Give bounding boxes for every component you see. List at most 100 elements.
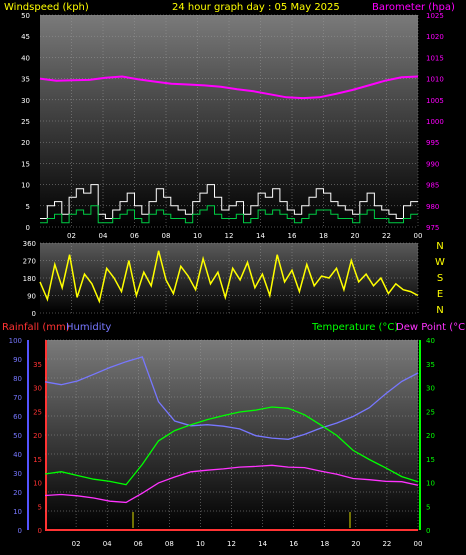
series-line-2	[39, 75, 419, 100]
direction-y-axis: 0 90 180 270 360	[23, 240, 36, 318]
wind-panel-grid	[40, 14, 419, 228]
x-tick-label: 00	[414, 232, 423, 240]
barometer-label: Barometer (hpa)	[372, 2, 455, 13]
humidity-tick-label: 10	[13, 508, 22, 516]
series-line-0	[40, 184, 418, 219]
y-tick-label: 25	[21, 118, 30, 126]
barometer-tick-label: 1005	[426, 97, 444, 105]
x-tick-label: 14	[258, 540, 267, 548]
x-tick-label: 16	[288, 232, 297, 240]
y-tick-label: 10	[21, 182, 30, 190]
temperature-label: Temperature (°C)	[311, 322, 398, 333]
temperature-tick-label: 15	[426, 456, 435, 464]
y-tick-label: 45	[21, 33, 30, 41]
barometer-tick-label: 1010	[426, 76, 444, 84]
y-tick-label: 0	[26, 224, 30, 232]
humidity-tick-label: 100	[9, 337, 22, 345]
direction-tick-label: 180	[23, 275, 36, 283]
temp-series	[44, 356, 419, 531]
windspeed-label: Windspeed (kph)	[4, 2, 89, 13]
rainfall-tick-label: 25	[33, 408, 42, 416]
temperature-tick-label: 20	[426, 432, 435, 440]
x-tick-label: 12	[225, 232, 234, 240]
series-line-0	[44, 356, 419, 440]
temperature-y-axis: 0 5 10 15 20 25 30 35 40	[426, 337, 435, 535]
temp-x-axis: 02 04 06 08 10 12 14 16 18 20 22 00	[72, 540, 423, 548]
x-tick-label: 14	[256, 232, 265, 240]
temperature-tick-label: 25	[426, 408, 435, 416]
x-tick-label: 00	[414, 540, 423, 548]
barometer-tick-label: 1000	[426, 118, 444, 126]
temperature-tick-label: 30	[426, 385, 435, 393]
rainfall-y-axis: 0 5 10 15 20 25 30 35	[33, 361, 42, 535]
barometer-tick-label: 1025	[426, 12, 444, 20]
humidity-tick-label: 80	[13, 375, 22, 383]
direction-tick-label: 0	[32, 310, 36, 318]
temperature-tick-label: 35	[426, 361, 435, 369]
x-tick-label: 02	[67, 232, 76, 240]
direction-panel-grid	[40, 242, 419, 314]
barometer-y-axis: 975 980 985 990 995 1000 1005 1010 1015 1020 1025	[426, 12, 444, 232]
x-tick-label: 10	[196, 540, 205, 548]
x-tick-label: 18	[319, 232, 328, 240]
rainfall-tick-label: 15	[33, 456, 42, 464]
compass-label: N	[436, 305, 443, 316]
direction-tick-label: 90	[27, 293, 36, 301]
temperature-tick-label: 0	[426, 527, 430, 535]
x-tick-label: 22	[382, 232, 391, 240]
y-tick-label: 50	[21, 12, 30, 20]
x-tick-label: 06	[134, 540, 143, 548]
rainfall-tick-label: 10	[33, 480, 42, 488]
y-tick-label: 20	[21, 139, 30, 147]
y-tick-label: 40	[21, 54, 30, 62]
humidity-tick-label: 30	[13, 470, 22, 478]
chart-title: 24 hour graph day : 05 May 2025	[172, 2, 340, 13]
rainfall-tick-label: 5	[38, 503, 42, 511]
x-tick-label: 10	[193, 232, 202, 240]
x-tick-label: 04	[99, 232, 108, 240]
direction-line-0	[39, 250, 419, 304]
x-tick-label: 18	[320, 540, 329, 548]
compass-label: S	[437, 273, 443, 284]
compass-label: E	[437, 289, 443, 300]
series-line-1	[44, 406, 419, 486]
x-tick-label: 04	[103, 540, 112, 548]
rainfall-tick-label: 0	[38, 527, 42, 535]
temperature-tick-label: 5	[426, 503, 430, 511]
x-tick-label: 20	[351, 232, 360, 240]
wind-y-axis: 0 5 10 15 20 25 30 35 40 45 50	[21, 12, 30, 232]
x-tick-label: 12	[227, 540, 236, 548]
humidity-label: Humidity	[66, 322, 111, 333]
humidity-y-axis: 0 10 20 30 40 50 60 70 80 90 100	[9, 337, 22, 535]
humidity-tick-label: 0	[18, 527, 22, 535]
rainfall-tick-label: 20	[33, 432, 42, 440]
humidity-tick-label: 50	[13, 432, 22, 440]
barometer-tick-label: 990	[426, 160, 439, 168]
x-tick-label: 08	[165, 540, 174, 548]
humidity-tick-label: 40	[13, 451, 22, 459]
rainfall-tick-label: 35	[33, 361, 42, 369]
x-tick-label: 02	[72, 540, 81, 548]
barometer-tick-label: 995	[426, 139, 439, 147]
barometer-tick-label: 1015	[426, 54, 444, 62]
humidity-tick-label: 90	[13, 356, 22, 364]
barometer-tick-label: 975	[426, 224, 439, 232]
temperature-tick-label: 10	[426, 480, 435, 488]
dewpoint-label: Dew Point (°C)	[396, 322, 466, 333]
wind-x-axis: 02 04 06 08 10 12 14 16 18 20 22 00	[67, 232, 422, 240]
direction-tick-label: 270	[23, 258, 36, 266]
humidity-tick-label: 70	[13, 394, 22, 402]
x-tick-label: 06	[130, 232, 139, 240]
temperature-tick-label: 40	[426, 337, 435, 345]
x-tick-label: 22	[382, 540, 391, 548]
rainfall-label: Rainfall (mm)	[2, 322, 70, 333]
direction-series	[39, 250, 419, 304]
y-tick-label: 30	[21, 97, 30, 105]
series-line-1	[40, 205, 418, 224]
rainfall-tick-label: 30	[33, 385, 42, 393]
y-tick-label: 15	[21, 160, 30, 168]
humidity-tick-label: 60	[13, 413, 22, 421]
compass-label: N	[436, 241, 443, 252]
